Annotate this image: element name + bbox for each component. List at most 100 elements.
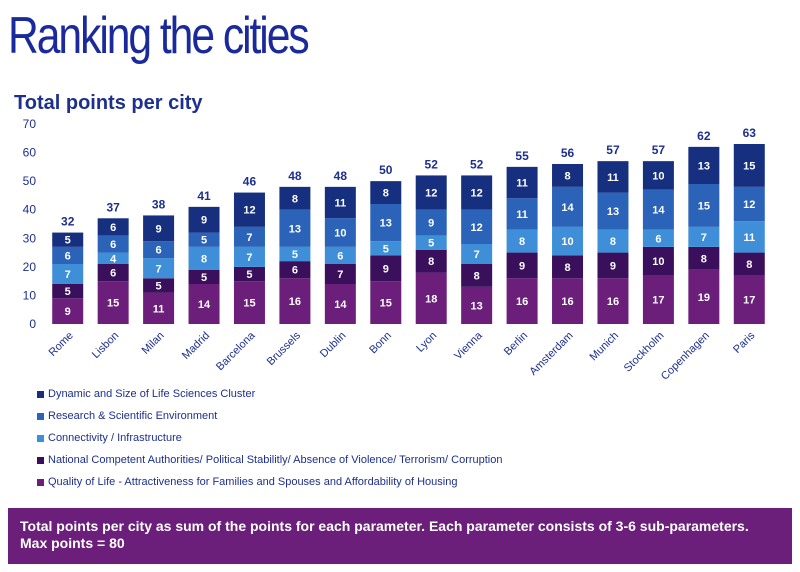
bar-segment	[506, 198, 538, 230]
segment-value-label: 6	[110, 268, 116, 280]
bar-total-label: 37	[106, 200, 120, 214]
bar-segment	[188, 206, 220, 233]
segment-value-label: 9	[65, 306, 71, 318]
bar-segment	[642, 189, 674, 230]
segment-value-label: 12	[743, 199, 755, 211]
bar-segment	[597, 252, 629, 279]
segment-value-label: 12	[243, 205, 255, 217]
segment-value-label: 12	[425, 188, 437, 200]
bar-segment	[688, 184, 720, 227]
legend-swatch-connectivity	[37, 434, 44, 442]
segment-value-label: 11	[607, 172, 619, 184]
bar-segment	[552, 255, 584, 279]
bar-segment	[688, 146, 720, 184]
segment-value-label: 13	[380, 218, 392, 230]
category-label: Copenhagen	[659, 330, 712, 380]
segment-value-label: 15	[107, 298, 119, 310]
segment-value-label: 11	[516, 178, 528, 190]
bar-segment	[733, 144, 765, 187]
segment-value-label: 10	[652, 170, 664, 182]
category-label: Stockholm	[622, 330, 667, 375]
bar-segment	[279, 261, 311, 279]
segment-value-label: 13	[289, 223, 301, 235]
legend-swatch-authorities	[37, 456, 44, 464]
category-label: Lisbon	[90, 330, 121, 361]
segment-value-label: 11	[335, 198, 347, 210]
bar-segment	[233, 281, 265, 324]
segment-value-label: 12	[471, 222, 483, 234]
segment-value-label: 15	[380, 298, 392, 310]
bar-segment	[733, 275, 765, 324]
bar-total-label: 52	[425, 157, 439, 171]
legend-item-authorities: National Competent Authorities/ Politica…	[37, 449, 597, 471]
category-label: Munich	[588, 330, 622, 364]
segment-value-label: 8	[519, 236, 525, 248]
segment-value-label: 16	[607, 296, 619, 308]
bar-segment	[97, 264, 129, 282]
bar-segment	[506, 166, 538, 199]
bar-total-label: 41	[197, 189, 211, 203]
segment-value-label: 14	[652, 205, 665, 217]
bar-segment	[233, 226, 265, 247]
page-title: Ranking the cities	[8, 7, 310, 65]
segment-value-label: 15	[243, 298, 255, 310]
segment-value-label: 8	[610, 236, 616, 248]
y-tick-label: 50	[23, 174, 37, 188]
y-tick-label: 30	[23, 231, 37, 245]
y-tick-label: 20	[23, 260, 37, 274]
segment-value-label: 16	[516, 296, 528, 308]
y-tick-label: 40	[23, 203, 37, 217]
segment-value-label: 9	[428, 218, 434, 230]
legend-label-authorities: National Competent Authorities/ Politica…	[48, 454, 503, 466]
bar-segment	[188, 284, 220, 324]
segment-value-label: 10	[561, 236, 573, 248]
chart-legend: Dynamic and Size of Life Sciences Cluste…	[37, 383, 597, 493]
bar-segment	[324, 186, 356, 219]
segment-value-label: 17	[743, 295, 755, 307]
segment-value-label: 6	[655, 233, 661, 245]
segment-value-label: 5	[201, 235, 207, 247]
bar-total-label: 57	[652, 143, 666, 157]
bar-segment	[415, 272, 447, 324]
segment-value-label: 5	[156, 280, 162, 292]
bar-segment	[370, 241, 402, 256]
segment-value-label: 13	[607, 206, 619, 218]
stacked-bar-chart: 0102030405060709576532Rome15646637Lisbon…	[23, 117, 765, 380]
legend-label-cluster: Dynamic and Size of Life Sciences Cluste…	[48, 388, 256, 400]
segment-value-label: 9	[156, 223, 162, 235]
bar-segment	[324, 246, 356, 264]
bar-total-label: 52	[470, 157, 484, 171]
chart-title: Total points per city	[14, 92, 203, 114]
category-label: Berlin	[502, 330, 530, 358]
bar-segment	[279, 278, 311, 324]
bar-segment	[642, 246, 674, 276]
bar-segment	[52, 284, 84, 299]
bar-segment	[233, 266, 265, 282]
segment-value-label: 8	[474, 270, 480, 282]
bar-segment	[415, 249, 447, 273]
segment-value-label: 11	[516, 209, 528, 221]
segment-value-label: 11	[153, 303, 165, 315]
bar-segment	[597, 278, 629, 324]
y-tick-label: 70	[23, 117, 37, 131]
bar-segment	[370, 255, 402, 282]
bar-segment	[370, 181, 402, 204]
segment-value-label: 6	[156, 245, 162, 257]
bar-segment	[597, 161, 629, 193]
bar-segment	[733, 186, 765, 222]
bar-segment	[552, 226, 584, 256]
segment-value-label: 8	[428, 256, 434, 268]
bar-segment	[279, 186, 311, 210]
bar-segment	[279, 246, 311, 262]
legend-swatch-quality-of-life	[37, 478, 44, 486]
segment-value-label: 7	[65, 269, 71, 281]
bar-total-label: 62	[697, 129, 711, 143]
bar-segment	[324, 264, 356, 284]
segment-value-label: 6	[292, 265, 298, 277]
segment-value-label: 9	[610, 260, 616, 272]
bar-segment	[324, 218, 356, 247]
bar-total-label: 55	[515, 149, 529, 163]
bar-segment	[143, 292, 175, 324]
bar-total-label: 57	[606, 143, 620, 157]
segment-value-label: 13	[471, 300, 483, 312]
